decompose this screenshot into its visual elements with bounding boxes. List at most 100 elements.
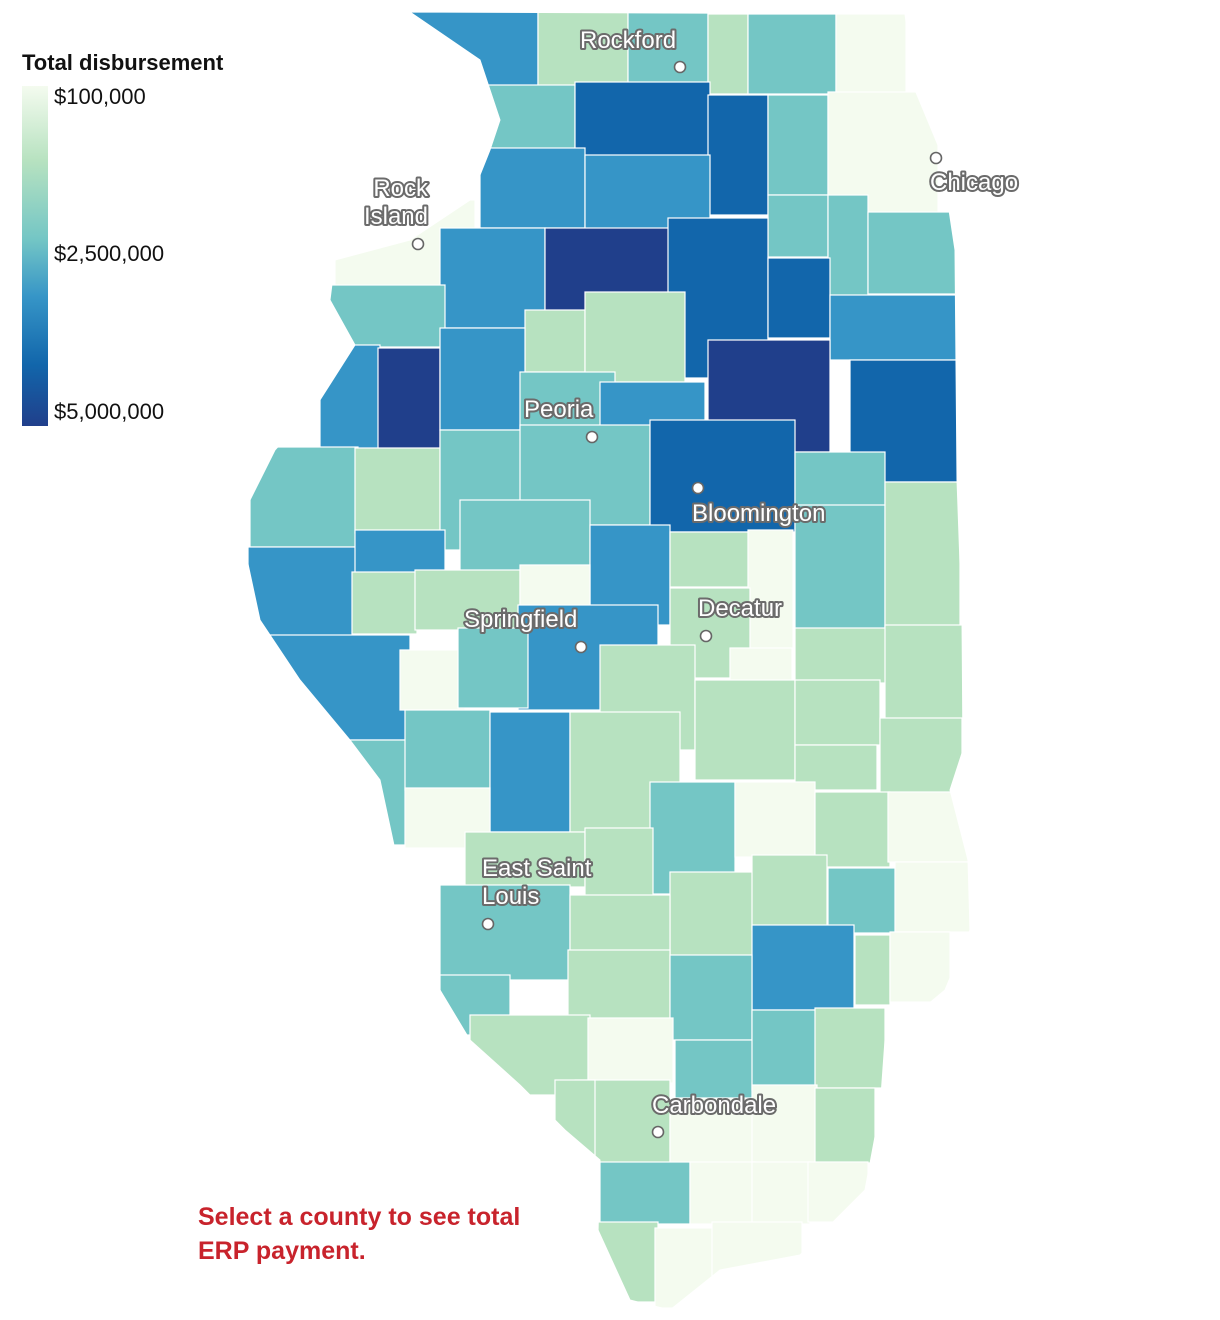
city-marker: Chicago	[928, 151, 1020, 198]
county-region[interactable]	[867, 211, 959, 295]
city-dot	[574, 640, 588, 654]
county-region[interactable]	[569, 894, 671, 956]
county-region[interactable]	[694, 679, 796, 781]
county-region[interactable]	[439, 327, 526, 431]
county-region[interactable]	[751, 854, 828, 931]
county-region[interactable]	[751, 1084, 818, 1166]
county-region[interactable]	[354, 447, 441, 534]
county-region[interactable]	[377, 347, 441, 451]
city-label: Chicago	[930, 169, 1018, 196]
city-label: Rock	[373, 175, 429, 202]
county-region[interactable]	[464, 831, 586, 888]
city-dot	[411, 237, 425, 251]
county-region[interactable]	[829, 294, 961, 361]
county-region[interactable]	[599, 1161, 691, 1225]
county-region[interactable]	[854, 934, 891, 1006]
city-dot	[673, 60, 687, 74]
county-region[interactable]	[584, 827, 654, 899]
county-region[interactable]	[404, 709, 491, 791]
city-label: Carbondale	[652, 1092, 776, 1119]
county-region[interactable]	[574, 81, 711, 158]
city-marker: Carbondale	[650, 1090, 778, 1139]
county-region[interactable]	[597, 1221, 659, 1303]
county-region[interactable]	[414, 569, 521, 631]
county-region[interactable]	[319, 344, 381, 456]
city-marker: Rockford	[578, 25, 687, 74]
county-region[interactable]	[669, 1097, 756, 1164]
county-region[interactable]	[707, 13, 749, 95]
county-region[interactable]	[794, 679, 881, 746]
county-region[interactable]	[767, 194, 829, 258]
county-region[interactable]	[399, 649, 466, 711]
county-region[interactable]	[747, 529, 794, 651]
county-region[interactable]	[751, 1009, 818, 1091]
county-region[interactable]	[479, 84, 576, 151]
county-region[interactable]	[489, 711, 571, 833]
city-dot	[691, 481, 705, 495]
county-region[interactable]	[249, 446, 359, 548]
city-label: Peoria	[524, 396, 594, 423]
county-region[interactable]	[751, 924, 855, 1011]
county-region[interactable]	[794, 504, 886, 631]
legend-tick-min: $100,000	[54, 84, 146, 109]
county-region[interactable]	[584, 291, 686, 383]
county-region[interactable]	[351, 571, 418, 635]
county-region[interactable]	[409, 10, 539, 91]
city-label: Decatur	[698, 595, 782, 622]
county-region[interactable]	[669, 954, 753, 1041]
county-region[interactable]	[827, 867, 899, 934]
county-region[interactable]	[654, 1227, 716, 1309]
county-region[interactable]	[587, 1017, 674, 1084]
legend-tick-max: $5,000,000	[54, 399, 165, 424]
county-region[interactable]	[794, 451, 886, 508]
county-region[interactable]	[524, 309, 586, 373]
county-region[interactable]	[707, 94, 769, 216]
county-region[interactable]	[794, 627, 888, 684]
county-region[interactable]	[734, 781, 816, 858]
county-region[interactable]	[814, 1007, 886, 1089]
color-legend: Total disbursement $100,000 $2,500,000 $…	[22, 50, 262, 450]
county-region[interactable]	[537, 10, 629, 91]
county-region[interactable]	[814, 1087, 876, 1164]
legend-color-ramp	[22, 86, 48, 426]
county-region[interactable]	[889, 931, 951, 1003]
county-region[interactable]	[324, 284, 446, 348]
select-county-prompt: Select a county to see total ERP payment…	[198, 1203, 521, 1265]
city-label: Louis	[482, 883, 539, 910]
county-region[interactable]	[669, 531, 756, 588]
county-region[interactable]	[689, 1161, 756, 1225]
city-marker: Bloomington	[690, 481, 827, 529]
county-region[interactable]	[747, 13, 837, 95]
county-region[interactable]	[884, 481, 961, 628]
county-region[interactable]	[627, 10, 709, 96]
county-region[interactable]	[269, 634, 411, 741]
county-region[interactable]	[674, 1039, 754, 1106]
city-marker: Peoria	[522, 394, 599, 444]
county-region[interactable]	[884, 624, 964, 721]
county-region[interactable]	[879, 717, 963, 794]
county-region[interactable]	[554, 1079, 596, 1161]
county-region[interactable]	[439, 884, 571, 981]
county-region[interactable]	[479, 147, 586, 229]
state-outline	[244, 11, 971, 1311]
city-dot	[929, 151, 943, 165]
county-region[interactable]	[669, 871, 756, 958]
county-region[interactable]	[887, 791, 969, 863]
city-label: East Saint	[482, 855, 592, 882]
city-dot	[585, 430, 599, 444]
city-label: Springfield	[464, 606, 577, 633]
county-region[interactable]	[807, 1161, 869, 1223]
county-region[interactable]	[894, 861, 970, 933]
county-layer	[247, 10, 970, 1309]
county-region[interactable]	[457, 627, 529, 709]
city-marker: Decatur	[696, 593, 784, 643]
county-region[interactable]	[767, 257, 831, 339]
county-region[interactable]	[751, 1161, 811, 1225]
county-region[interactable]	[767, 94, 829, 196]
city-dot	[651, 1125, 665, 1139]
county-region[interactable]	[835, 13, 907, 95]
county-region[interactable]	[567, 949, 671, 1021]
